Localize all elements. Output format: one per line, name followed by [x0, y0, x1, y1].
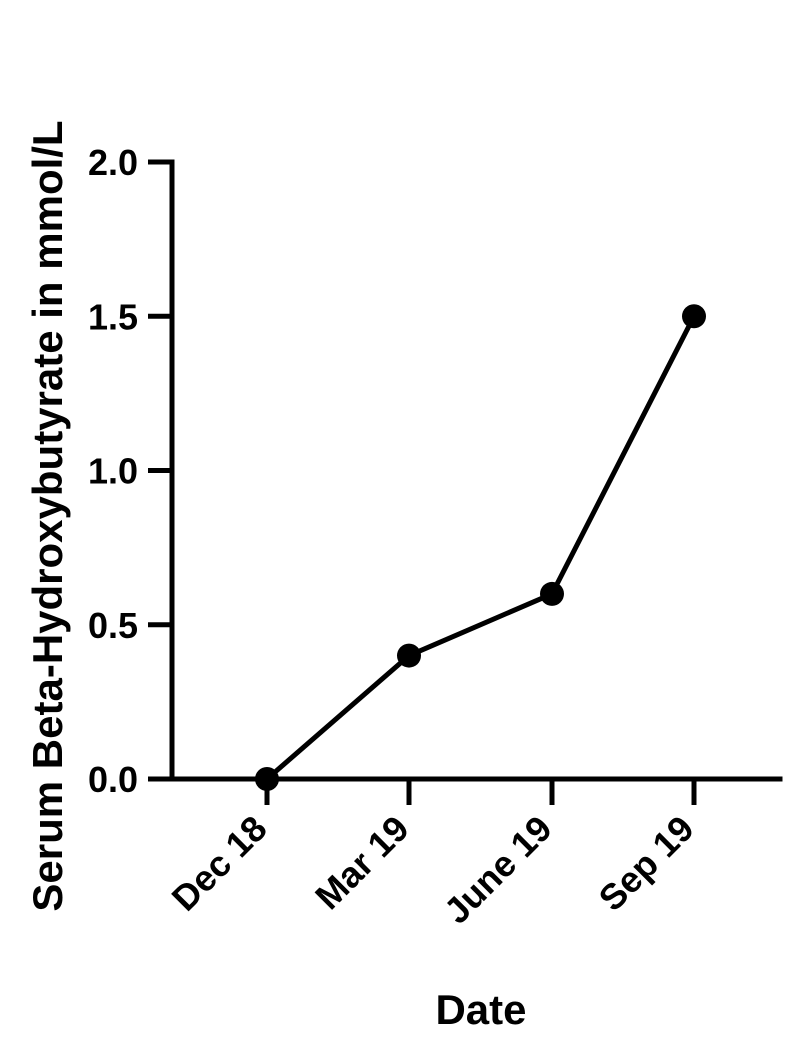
y-tick-label: 1.5 [88, 296, 138, 337]
series-line [265, 315, 697, 781]
y-tick-label: 0.0 [88, 759, 138, 800]
x-axis-title: Date [435, 986, 526, 1033]
y-axis-title: Serum Beta-Hydroxybutyrate in mmol/L [24, 120, 71, 911]
y-tick-label: 2.0 [88, 142, 138, 183]
x-tick-label: Sep 19 [591, 808, 702, 919]
x-tick-label: Dec 18 [164, 808, 275, 919]
y-ticks: 0.0 0.5 1.0 1.5 2.0 [88, 142, 172, 800]
y-tick-label: 0.5 [88, 605, 138, 646]
data-point [397, 643, 421, 668]
x-tick-label: Mar 19 [307, 808, 417, 918]
x-ticks: Dec 18 Mar 19 June 19 Sep 19 [164, 779, 702, 931]
axes [169, 159, 783, 782]
y-tick-label: 1.0 [88, 451, 138, 492]
data-point [682, 304, 706, 329]
data-point [540, 581, 564, 606]
data-point [255, 767, 279, 791]
series [255, 304, 706, 791]
x-tick-label: June 19 [436, 808, 560, 932]
